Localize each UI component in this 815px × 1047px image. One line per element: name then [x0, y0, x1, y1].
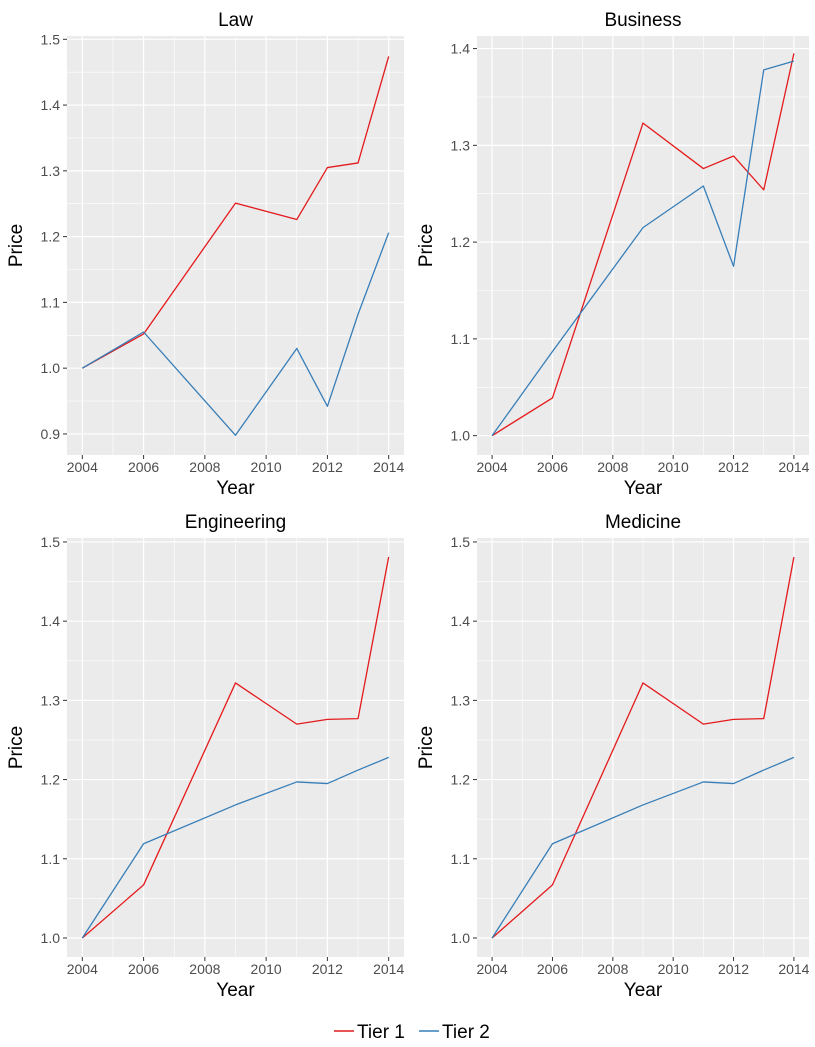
y-axis-label: Price	[416, 726, 437, 769]
x-tick-label: 2006	[128, 961, 159, 977]
legend-label: Tier 2	[442, 1022, 490, 1043]
x-tick-label: 2012	[718, 961, 749, 977]
x-tick-label: 2008	[597, 459, 628, 475]
panel-title: Medicine	[605, 512, 681, 533]
facet-panels: 2004 2006 2008 2010 2012 2014 0.9 1.0 1.1 1.2 1.3 1…	[6, 10, 810, 1001]
y-tick-label: 1.4	[451, 613, 471, 629]
y-axis-label: Price	[416, 224, 437, 267]
x-tick-label: 2012	[312, 459, 343, 475]
y-tick-label: 1.1	[451, 331, 471, 347]
y-tick-label: 1.4	[41, 613, 61, 629]
x-tick-label: 2006	[128, 459, 159, 475]
y-tick-label: 1.3	[451, 692, 471, 708]
series-line-tier-1	[491, 556, 795, 939]
panel-medicine: 2004 2006 2008 2010 2012 2014 1.0 1.1 1.2 1.3 1.4 1…	[416, 512, 810, 1001]
x-axis-label: Year	[624, 478, 663, 499]
series-line-tier-1	[81, 556, 390, 939]
x-axis-label: Year	[216, 980, 255, 1001]
series-line-tier-2	[491, 60, 795, 437]
x-axis-label: Year	[216, 478, 255, 499]
x-tick-label: 2004	[67, 961, 98, 977]
y-tick-label: 1.1	[451, 851, 471, 867]
series-line-tier-1	[491, 53, 795, 437]
panel-law: 2004 2006 2008 2010 2012 2014 0.9 1.0 1.1 1.2 1.3 1…	[6, 10, 404, 499]
y-axis-label: Price	[6, 726, 27, 769]
series-line-tier-1	[82, 56, 390, 369]
x-tick-label: 2010	[251, 961, 282, 977]
series-line-tier-2	[81, 756, 389, 939]
x-tick-label: 2008	[597, 961, 628, 977]
y-tick-label: 1.1	[41, 851, 61, 867]
legend-item-tier-1: Tier 1	[334, 1022, 405, 1043]
y-tick-label: 1.2	[41, 229, 61, 245]
y-tick-label: 0.9	[41, 426, 61, 442]
y-tick-label: 1.1	[41, 294, 61, 310]
legend-item-tier-2: Tier 2	[419, 1022, 490, 1043]
x-tick-label: 2004	[67, 459, 98, 475]
x-tick-label: 2010	[251, 459, 282, 475]
panel-business: 2004 2006 2008 2010 2012 2014 1.0 1.1 1.2 1.3 1.4 B…	[416, 10, 810, 499]
x-tick-label: 2010	[658, 961, 689, 977]
y-tick-label: 1.3	[41, 163, 61, 179]
y-tick-label: 1.4	[41, 97, 61, 113]
x-tick-label: 2012	[312, 961, 343, 977]
y-tick-label: 1.5	[451, 534, 471, 550]
y-tick-label: 1.2	[451, 234, 471, 250]
x-tick-label: 2006	[537, 459, 568, 475]
y-tick-label: 1.5	[41, 534, 61, 550]
y-tick-label: 1.2	[451, 772, 471, 788]
panel-title: Business	[604, 10, 681, 31]
x-tick-label: 2004	[477, 961, 508, 977]
x-tick-label: 2006	[537, 961, 568, 977]
panel-title: Law	[218, 10, 253, 31]
y-tick-label: 1.0	[451, 930, 471, 946]
x-axis-label: Year	[624, 980, 663, 1001]
x-tick-label: 2008	[189, 961, 220, 977]
x-tick-label: 2008	[189, 459, 220, 475]
legend: Tier 1 Tier 2	[334, 1022, 490, 1043]
y-tick-label: 1.2	[41, 772, 61, 788]
y-tick-label: 1.3	[451, 137, 471, 153]
series-line-tier-2	[491, 756, 795, 939]
y-tick-label: 1.0	[451, 428, 471, 444]
panel-engineering: 2004 2006 2008 2010 2012 2014 1.0 1.1 1.2 1.3 1.4 1…	[6, 512, 404, 1001]
x-tick-label: 2004	[477, 459, 508, 475]
y-tick-label: 1.5	[41, 31, 61, 47]
y-tick-label: 1.3	[41, 692, 61, 708]
x-tick-label: 2014	[778, 961, 809, 977]
y-axis-label: Price	[6, 224, 27, 267]
legend-label: Tier 1	[357, 1022, 405, 1043]
panel-title: Engineering	[185, 512, 286, 533]
y-tick-label: 1.4	[451, 41, 471, 57]
y-tick-label: 1.0	[41, 360, 61, 376]
x-tick-label: 2014	[373, 961, 404, 977]
x-tick-label: 2014	[778, 459, 809, 475]
x-tick-label: 2010	[658, 459, 689, 475]
x-tick-label: 2014	[373, 459, 404, 475]
series-line-tier-2	[81, 232, 390, 436]
x-tick-label: 2012	[718, 459, 749, 475]
y-tick-label: 1.0	[41, 930, 61, 946]
